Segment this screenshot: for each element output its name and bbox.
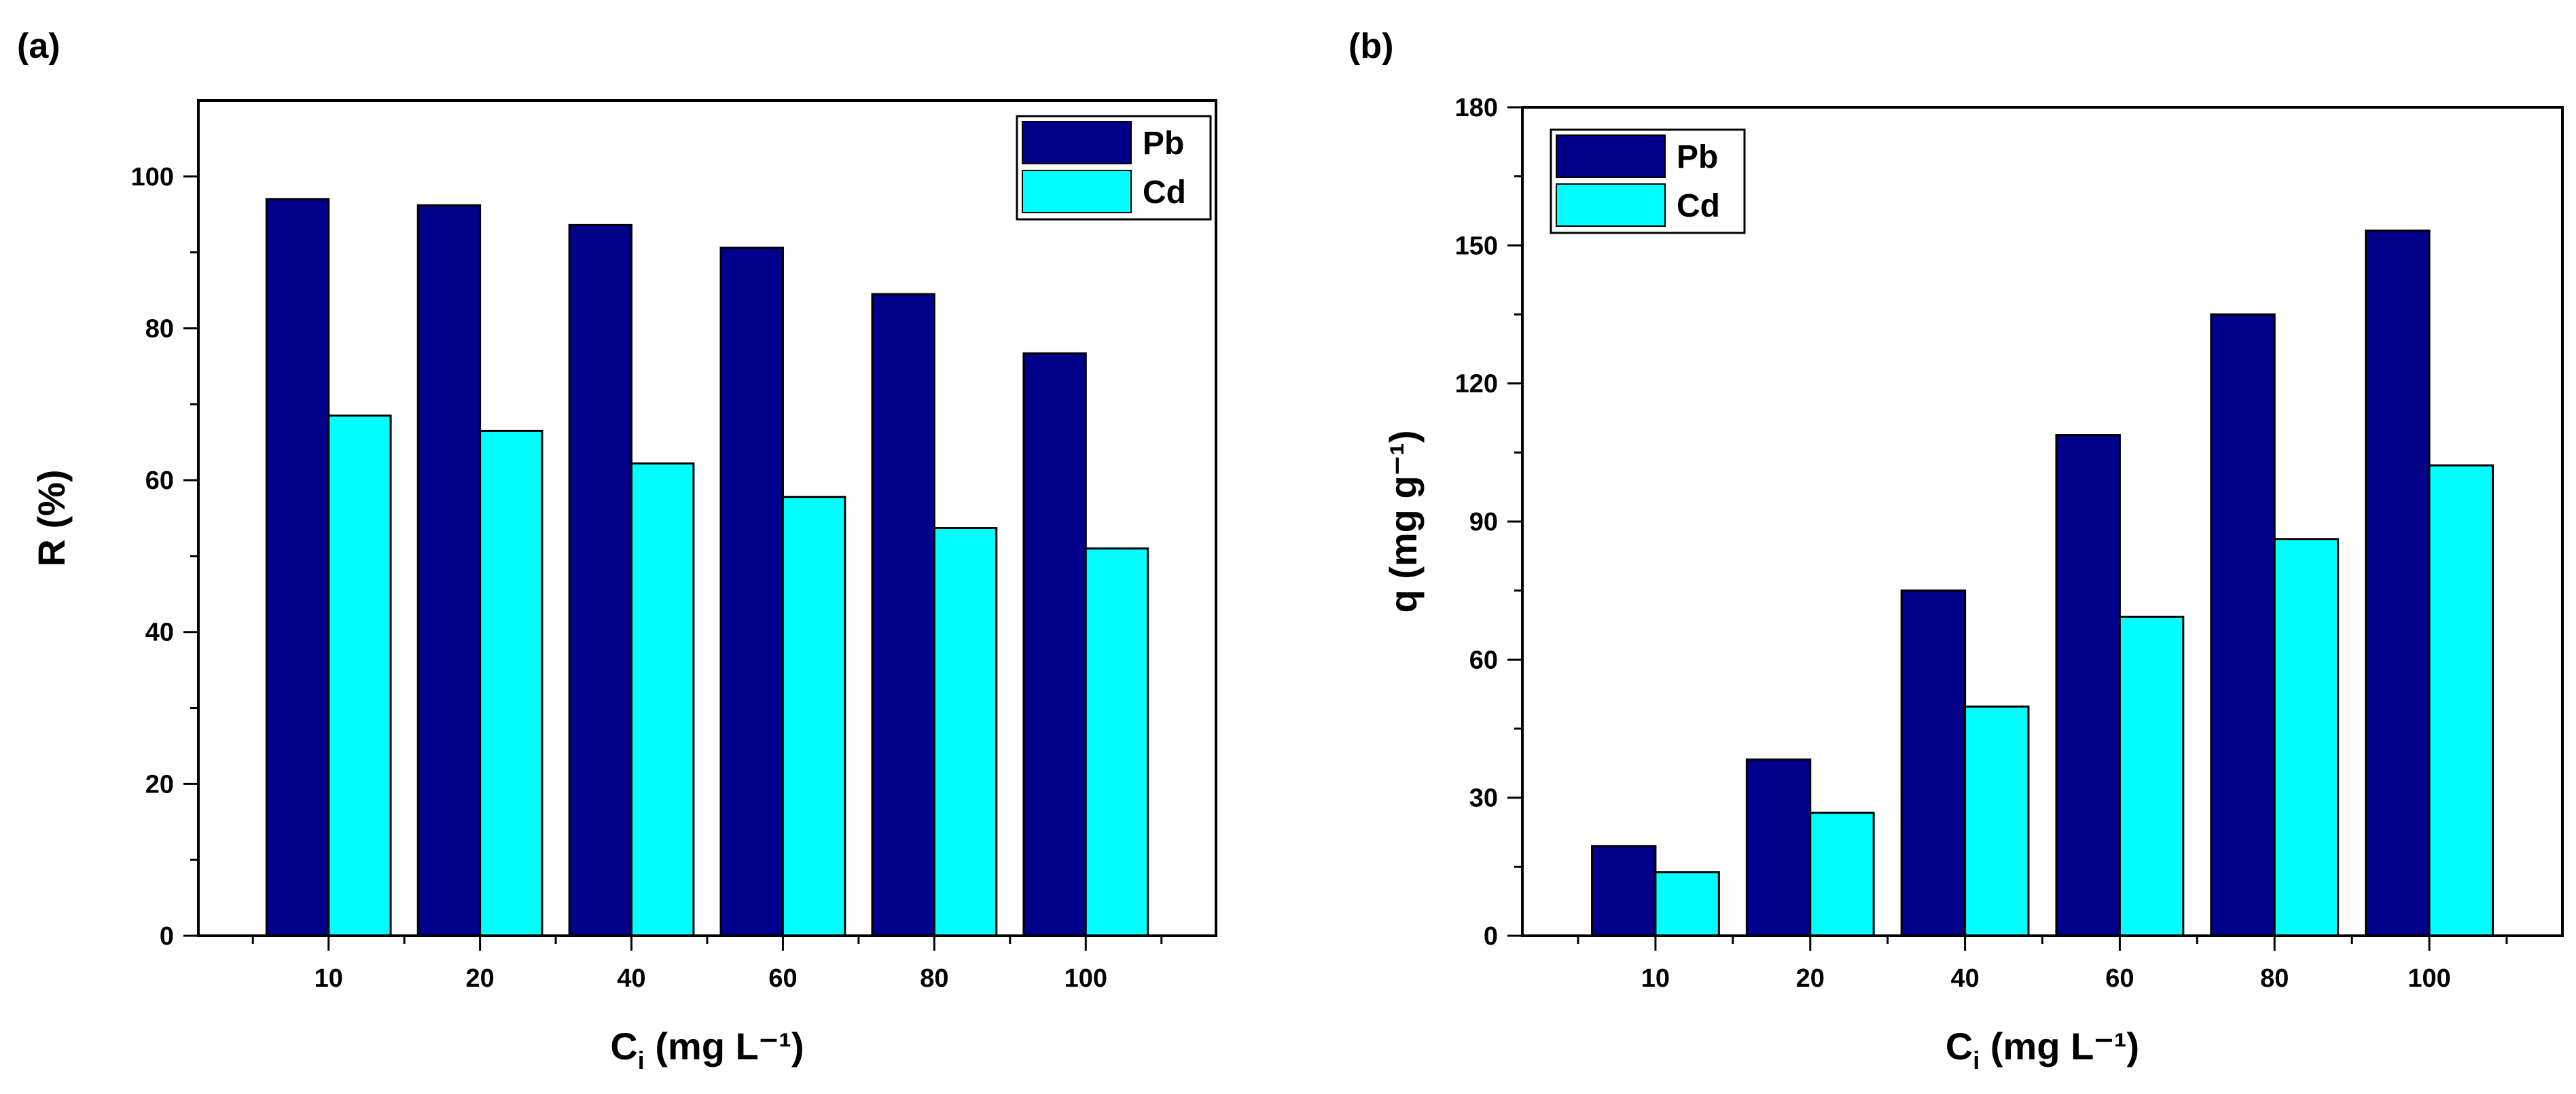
bar-pb-80 bbox=[871, 293, 935, 937]
legend-swatch-cd bbox=[1556, 183, 1666, 227]
x-tick-label: 60 bbox=[768, 964, 797, 993]
bar-pb-60 bbox=[2055, 434, 2121, 937]
bar-pb-10 bbox=[265, 198, 330, 937]
y-tick-label: 60 bbox=[1469, 646, 1498, 674]
x-axis-title-main: C bbox=[610, 1025, 637, 1068]
x-tick-label: 80 bbox=[920, 964, 948, 993]
x-tick-label: 20 bbox=[1796, 964, 1825, 993]
bar-cd-40 bbox=[630, 462, 695, 937]
x-axis-title: Ci (mg L⁻¹) bbox=[1946, 1025, 2139, 1074]
bar-pb-40 bbox=[1900, 589, 1967, 937]
chart-panel-0: (a) 10 20 40 60 80 100 0 20 40 60 80 100 R (%) Ci (mg … bbox=[17, 26, 1217, 1074]
bar-cd-100 bbox=[1084, 547, 1149, 937]
legend-label-pb: Pb bbox=[1143, 126, 1184, 162]
x-tick-label: 40 bbox=[617, 964, 645, 993]
y-tick-label: 30 bbox=[1469, 784, 1498, 813]
x-tick-label: 40 bbox=[1950, 964, 1979, 993]
bar-pb-20 bbox=[416, 204, 482, 937]
x-axis-title-rest: (mg L⁻¹) bbox=[645, 1025, 804, 1068]
legend-swatch-pb bbox=[1022, 121, 1132, 164]
x-axis-title-sub: i bbox=[1973, 1046, 1980, 1074]
x-axis-title-rest: (mg L⁻¹) bbox=[1980, 1025, 2139, 1068]
plot-frame bbox=[197, 99, 1217, 937]
legend: Pb Cd bbox=[1550, 128, 1746, 234]
x-tick-label: 20 bbox=[465, 964, 494, 993]
bar-pb-100 bbox=[1022, 352, 1087, 937]
plot-frame bbox=[1521, 106, 2564, 937]
bar-cd-20 bbox=[479, 429, 543, 937]
bar-pb-20 bbox=[1745, 758, 1812, 937]
legend: Pb Cd bbox=[1016, 115, 1212, 221]
y-tick-label: 120 bbox=[1455, 370, 1498, 399]
bar-pb-10 bbox=[1591, 845, 1657, 937]
bar-cd-80 bbox=[933, 527, 998, 937]
bar-cd-60 bbox=[781, 496, 846, 937]
legend-swatch-cd bbox=[1022, 170, 1132, 213]
bar-pb-40 bbox=[568, 223, 633, 937]
bar-pb-100 bbox=[2365, 230, 2431, 937]
y-tick-label: 180 bbox=[1455, 94, 1498, 122]
bar-cd-60 bbox=[2118, 615, 2185, 937]
bar-cd-100 bbox=[2428, 464, 2494, 937]
legend-label-cd: Cd bbox=[1677, 188, 1720, 224]
bar-pb-80 bbox=[2210, 313, 2276, 937]
legend-swatch-pb bbox=[1556, 134, 1666, 178]
legend-label-cd: Cd bbox=[1143, 175, 1186, 211]
y-tick-label: 90 bbox=[1469, 508, 1498, 536]
bar-cd-40 bbox=[1964, 705, 2030, 937]
y-tick-label: 80 bbox=[145, 314, 174, 343]
x-axis-title-sub: i bbox=[638, 1046, 645, 1074]
y-tick-label: 60 bbox=[145, 467, 174, 495]
x-tick-label: 100 bbox=[2408, 964, 2450, 993]
panel-label: (a) bbox=[17, 26, 60, 66]
bar-cd-10 bbox=[327, 414, 392, 937]
y-tick-label: 20 bbox=[145, 770, 174, 799]
panel-label: (b) bbox=[1348, 26, 1393, 66]
x-tick-label: 10 bbox=[1641, 964, 1670, 993]
y-tick-label: 150 bbox=[1455, 232, 1498, 260]
bar-cd-20 bbox=[1809, 812, 1875, 937]
y-axis-title: q (mg g⁻¹) bbox=[1382, 430, 1425, 613]
x-tick-label: 60 bbox=[2105, 964, 2134, 993]
bar-cd-80 bbox=[2273, 538, 2340, 937]
y-tick-label: 0 bbox=[1484, 922, 1498, 951]
y-tick-label: 100 bbox=[131, 163, 174, 192]
bar-pb-60 bbox=[719, 247, 784, 937]
chart-panel-1: (b) 10 20 40 60 80 100 0 30 60 90 120 150 180 q (mg g⁻… bbox=[1348, 26, 2564, 1074]
x-axis-title-main: C bbox=[1946, 1025, 1973, 1068]
bar-cd-10 bbox=[1654, 871, 1720, 937]
y-tick-label: 40 bbox=[145, 619, 174, 647]
y-tick-label: 0 bbox=[160, 922, 174, 951]
x-tick-label: 10 bbox=[315, 964, 343, 993]
y-axis-title: R (%) bbox=[30, 469, 73, 566]
legend-label-pb: Pb bbox=[1677, 139, 1718, 175]
x-tick-label: 80 bbox=[2260, 964, 2289, 993]
x-tick-label: 100 bbox=[1065, 964, 1107, 993]
x-axis-title: Ci (mg L⁻¹) bbox=[610, 1025, 804, 1074]
